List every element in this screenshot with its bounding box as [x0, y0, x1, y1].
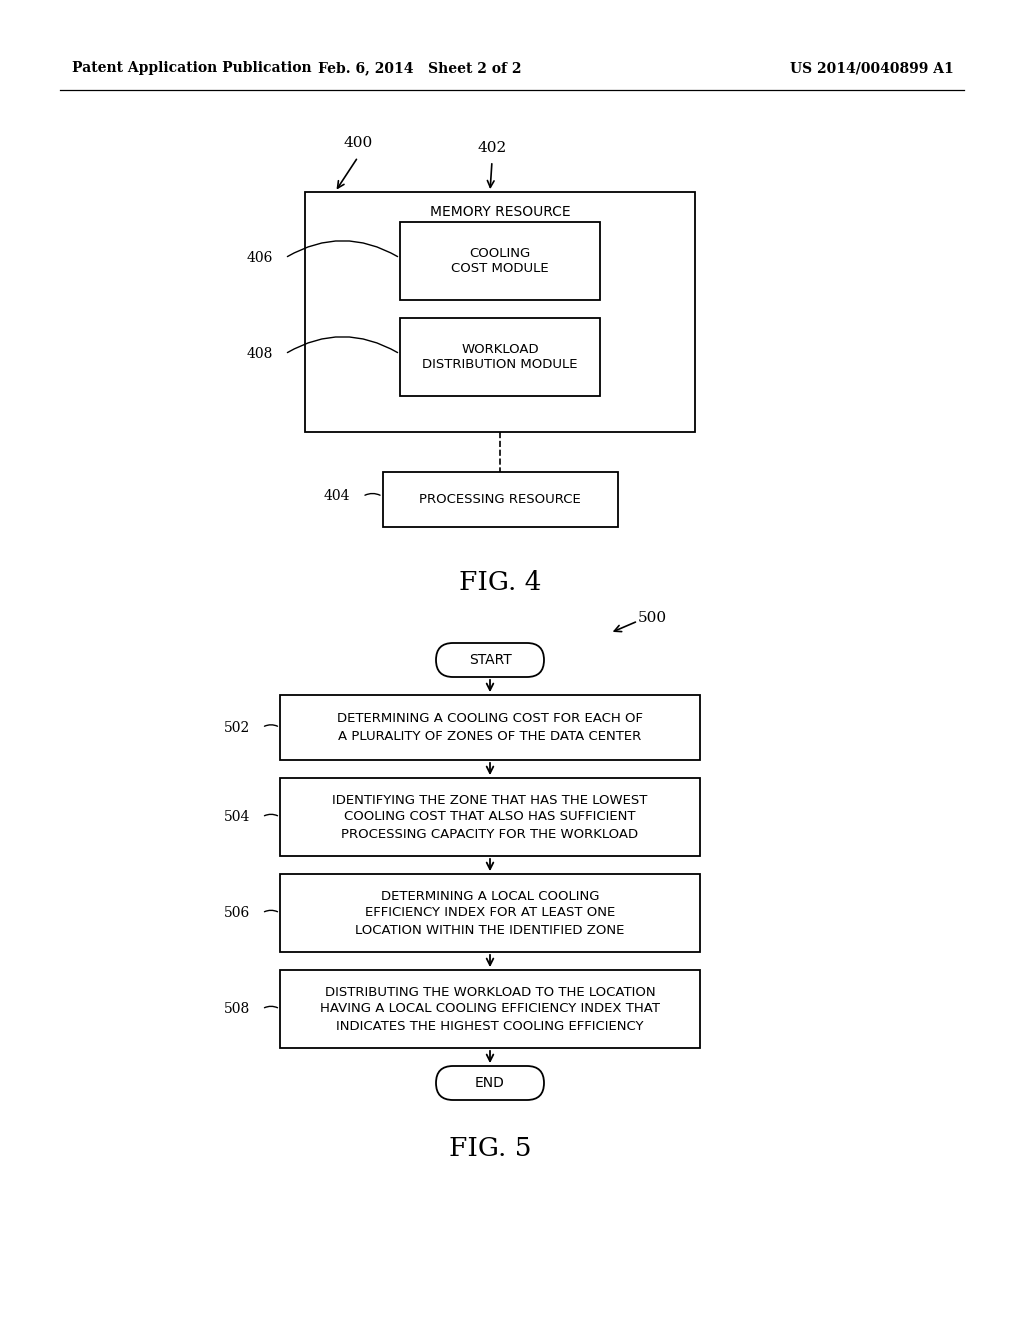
Text: 406: 406: [247, 251, 273, 265]
Text: Patent Application Publication: Patent Application Publication: [72, 61, 311, 75]
FancyBboxPatch shape: [280, 777, 700, 855]
Text: FIG. 5: FIG. 5: [449, 1135, 531, 1160]
FancyBboxPatch shape: [400, 222, 600, 300]
Text: MEMORY RESOURCE: MEMORY RESOURCE: [430, 205, 570, 219]
Text: Feb. 6, 2014   Sheet 2 of 2: Feb. 6, 2014 Sheet 2 of 2: [318, 61, 522, 75]
Text: 400: 400: [343, 136, 373, 150]
Text: 504: 504: [223, 810, 250, 824]
FancyBboxPatch shape: [436, 643, 544, 677]
Text: 508: 508: [224, 1002, 250, 1016]
Text: COOLING
COST MODULE: COOLING COST MODULE: [452, 247, 549, 275]
FancyBboxPatch shape: [436, 1067, 544, 1100]
Text: IDENTIFYING THE ZONE THAT HAS THE LOWEST
COOLING COST THAT ALSO HAS SUFFICIENT
P: IDENTIFYING THE ZONE THAT HAS THE LOWEST…: [333, 793, 648, 841]
FancyBboxPatch shape: [280, 696, 700, 760]
Text: PROCESSING RESOURCE: PROCESSING RESOURCE: [419, 492, 581, 506]
Text: US 2014/0040899 A1: US 2014/0040899 A1: [790, 61, 953, 75]
Text: 404: 404: [324, 490, 350, 503]
Text: 408: 408: [247, 347, 273, 360]
FancyBboxPatch shape: [400, 318, 600, 396]
FancyBboxPatch shape: [280, 874, 700, 952]
Text: FIG. 4: FIG. 4: [459, 569, 542, 594]
Text: DISTRIBUTING THE WORKLOAD TO THE LOCATION
HAVING A LOCAL COOLING EFFICIENCY INDE: DISTRIBUTING THE WORKLOAD TO THE LOCATIO…: [319, 986, 660, 1032]
Text: WORKLOAD
DISTRIBUTION MODULE: WORKLOAD DISTRIBUTION MODULE: [422, 343, 578, 371]
FancyBboxPatch shape: [280, 970, 700, 1048]
Text: DETERMINING A LOCAL COOLING
EFFICIENCY INDEX FOR AT LEAST ONE
LOCATION WITHIN TH: DETERMINING A LOCAL COOLING EFFICIENCY I…: [355, 890, 625, 936]
Text: 500: 500: [638, 611, 667, 624]
Text: 506: 506: [224, 906, 250, 920]
Text: DETERMINING A COOLING COST FOR EACH OF
A PLURALITY OF ZONES OF THE DATA CENTER: DETERMINING A COOLING COST FOR EACH OF A…: [337, 713, 643, 742]
Text: END: END: [475, 1076, 505, 1090]
Text: START: START: [469, 653, 511, 667]
Text: 502: 502: [224, 721, 250, 734]
Text: 402: 402: [477, 141, 507, 154]
FancyBboxPatch shape: [383, 473, 617, 527]
FancyBboxPatch shape: [305, 191, 695, 432]
